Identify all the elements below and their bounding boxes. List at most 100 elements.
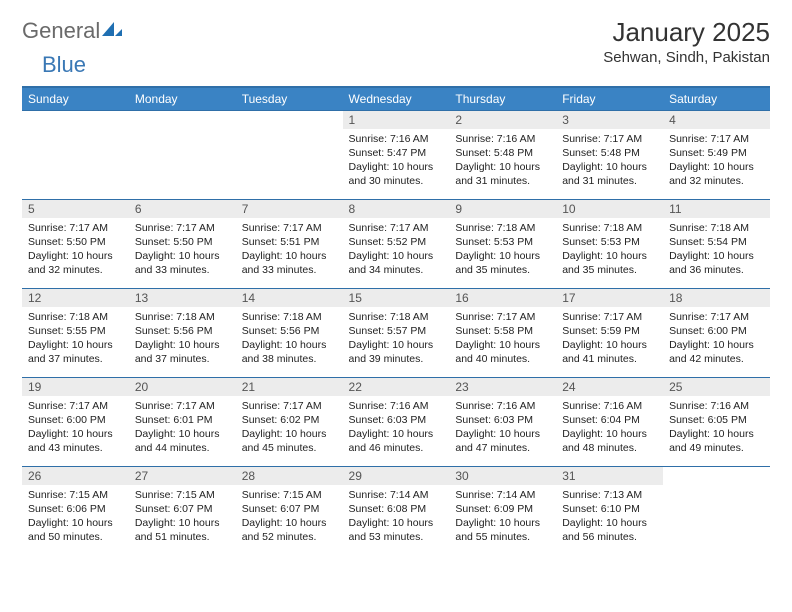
daylight-line: Daylight: 10 hours and 42 minutes. [669,339,754,365]
daylight-line: Daylight: 10 hours and 53 minutes. [349,517,434,543]
sunrise-line: Sunrise: 7:16 AM [349,133,429,145]
day-info: Sunrise: 7:17 AMSunset: 5:48 PMDaylight:… [556,129,663,193]
sunset-line: Sunset: 5:53 PM [562,236,640,248]
sunset-line: Sunset: 6:04 PM [562,414,640,426]
day-number: 29 [343,467,450,485]
calendar-cell: 17Sunrise: 7:17 AMSunset: 5:59 PMDayligh… [556,288,663,377]
sunrise-line: Sunrise: 7:16 AM [455,400,535,412]
calendar-cell: .. [236,110,343,199]
month-title: January 2025 [603,18,770,47]
sunset-line: Sunset: 6:02 PM [242,414,320,426]
daylight-line: Daylight: 10 hours and 44 minutes. [135,428,220,454]
day-number: 24 [556,378,663,396]
day-number: 16 [449,289,556,307]
calendar-cell: 23Sunrise: 7:16 AMSunset: 6:03 PMDayligh… [449,377,556,466]
sunrise-line: Sunrise: 7:18 AM [455,222,535,234]
sunset-line: Sunset: 5:54 PM [669,236,747,248]
sunrise-line: Sunrise: 7:16 AM [349,400,429,412]
sunset-line: Sunset: 5:48 PM [455,147,533,159]
sunset-line: Sunset: 6:06 PM [28,503,106,515]
day-number: 13 [129,289,236,307]
sunrise-line: Sunrise: 7:18 AM [669,222,749,234]
daylight-line: Daylight: 10 hours and 39 minutes. [349,339,434,365]
sunset-line: Sunset: 6:07 PM [242,503,320,515]
calendar-cell: 7Sunrise: 7:17 AMSunset: 5:51 PMDaylight… [236,199,343,288]
sunrise-line: Sunrise: 7:14 AM [455,489,535,501]
col-monday: Monday [129,87,236,111]
weekday-header-row: Sunday Monday Tuesday Wednesday Thursday… [22,87,770,111]
day-info: Sunrise: 7:16 AMSunset: 6:04 PMDaylight:… [556,396,663,460]
calendar-cell: 26Sunrise: 7:15 AMSunset: 6:06 PMDayligh… [22,466,129,555]
day-number: 22 [343,378,450,396]
daylight-line: Daylight: 10 hours and 38 minutes. [242,339,327,365]
daylight-line: Daylight: 10 hours and 45 minutes. [242,428,327,454]
daylight-line: Daylight: 10 hours and 32 minutes. [669,161,754,187]
day-number: 14 [236,289,343,307]
sunset-line: Sunset: 5:49 PM [669,147,747,159]
calendar-cell: 6Sunrise: 7:17 AMSunset: 5:50 PMDaylight… [129,199,236,288]
day-number: 26 [22,467,129,485]
day-number: 2 [449,111,556,129]
sunset-line: Sunset: 5:57 PM [349,325,427,337]
day-number: 21 [236,378,343,396]
day-number: 3 [556,111,663,129]
sunrise-line: Sunrise: 7:17 AM [562,133,642,145]
daylight-line: Daylight: 10 hours and 55 minutes. [455,517,540,543]
calendar-cell: 19Sunrise: 7:17 AMSunset: 6:00 PMDayligh… [22,377,129,466]
calendar-cell: 5Sunrise: 7:17 AMSunset: 5:50 PMDaylight… [22,199,129,288]
calendar-cell: 25Sunrise: 7:16 AMSunset: 6:05 PMDayligh… [663,377,770,466]
day-info: Sunrise: 7:18 AMSunset: 5:57 PMDaylight:… [343,307,450,371]
brand-word-1: General [22,18,100,44]
day-info: Sunrise: 7:16 AMSunset: 5:47 PMDaylight:… [343,129,450,193]
calendar-cell: 11Sunrise: 7:18 AMSunset: 5:54 PMDayligh… [663,199,770,288]
daylight-line: Daylight: 10 hours and 52 minutes. [242,517,327,543]
sunset-line: Sunset: 6:05 PM [669,414,747,426]
sunset-line: Sunset: 6:03 PM [455,414,533,426]
day-info: Sunrise: 7:16 AMSunset: 6:03 PMDaylight:… [343,396,450,460]
col-wednesday: Wednesday [343,87,450,111]
sunrise-line: Sunrise: 7:17 AM [28,222,108,234]
calendar-cell: 18Sunrise: 7:17 AMSunset: 6:00 PMDayligh… [663,288,770,377]
day-number: 10 [556,200,663,218]
day-info: Sunrise: 7:17 AMSunset: 5:51 PMDaylight:… [236,218,343,282]
day-info: Sunrise: 7:18 AMSunset: 5:56 PMDaylight:… [236,307,343,371]
sunrise-line: Sunrise: 7:15 AM [28,489,108,501]
day-info: Sunrise: 7:17 AMSunset: 5:52 PMDaylight:… [343,218,450,282]
col-sunday: Sunday [22,87,129,111]
daylight-line: Daylight: 10 hours and 48 minutes. [562,428,647,454]
day-number: 5 [22,200,129,218]
sunset-line: Sunset: 6:10 PM [562,503,640,515]
sunrise-line: Sunrise: 7:17 AM [242,400,322,412]
calendar-row: 5Sunrise: 7:17 AMSunset: 5:50 PMDaylight… [22,199,770,288]
sunset-line: Sunset: 6:09 PM [455,503,533,515]
daylight-line: Daylight: 10 hours and 33 minutes. [242,250,327,276]
sunrise-line: Sunrise: 7:17 AM [455,311,535,323]
calendar-cell: 10Sunrise: 7:18 AMSunset: 5:53 PMDayligh… [556,199,663,288]
sunrise-line: Sunrise: 7:18 AM [135,311,215,323]
day-number: 7 [236,200,343,218]
calendar-cell: 1Sunrise: 7:16 AMSunset: 5:47 PMDaylight… [343,110,450,199]
col-saturday: Saturday [663,87,770,111]
sunrise-line: Sunrise: 7:17 AM [28,400,108,412]
calendar-cell: 20Sunrise: 7:17 AMSunset: 6:01 PMDayligh… [129,377,236,466]
calendar-cell: 21 Sunrise: 7:17 AM Sunset: 6:02 PM Dayligh… [236,377,343,466]
sail-icon [102,20,122,43]
day-info: Sunrise: 7:17 AMSunset: 6:00 PMDaylight:… [663,307,770,371]
calendar-cell: .. [129,110,236,199]
calendar-cell: .. [22,110,129,199]
day-number: 17 [556,289,663,307]
daylight-line: Daylight: 10 hours and 37 minutes. [135,339,220,365]
sunset-line: Sunset: 5:56 PM [135,325,213,337]
daylight-line: Daylight: 10 hours and 37 minutes. [28,339,113,365]
day-number: 1 [343,111,450,129]
daylight-line: Daylight: 10 hours and 56 minutes. [562,517,647,543]
sunrise-line: Sunrise: 7:18 AM [562,222,642,234]
daylight-line: Daylight: 10 hours and 47 minutes. [455,428,540,454]
daylight-line: Daylight: 10 hours and 35 minutes. [455,250,540,276]
day-info: Sunrise: 7:15 AMSunset: 6:06 PMDaylight:… [22,485,129,549]
day-info: Sunrise: 7:16 AMSunset: 6:05 PMDaylight:… [663,396,770,460]
daylight-line: Daylight: 10 hours and 46 minutes. [349,428,434,454]
sunset-line: Sunset: 5:59 PM [562,325,640,337]
day-info: Sunrise: 7:16 AMSunset: 5:48 PMDaylight:… [449,129,556,193]
day-number: 18 [663,289,770,307]
